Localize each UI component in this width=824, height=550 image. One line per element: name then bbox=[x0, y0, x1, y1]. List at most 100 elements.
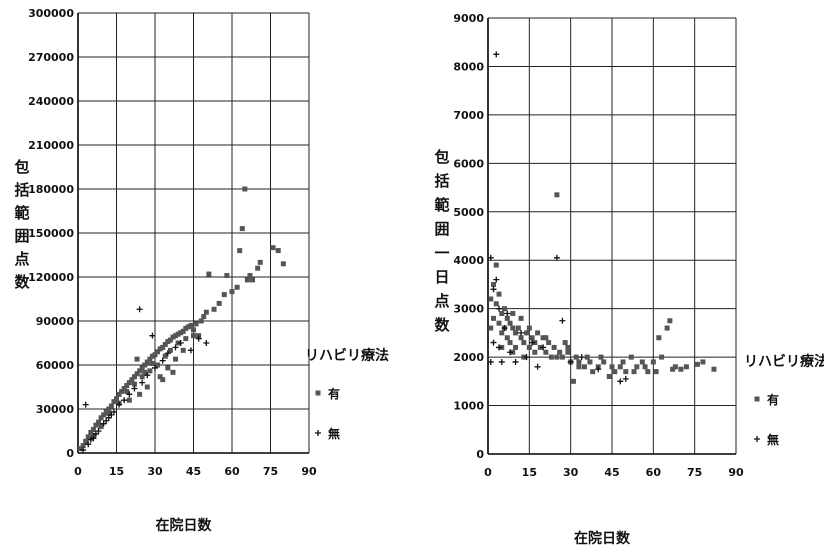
data-point-square bbox=[280, 261, 286, 267]
data-point-square bbox=[201, 314, 207, 320]
data-point-square bbox=[116, 391, 122, 397]
data-point-square bbox=[270, 245, 276, 251]
data-point-plus bbox=[80, 447, 87, 454]
data-point-square bbox=[510, 311, 516, 317]
data-point-square bbox=[139, 374, 145, 380]
y-tick-label: 0 bbox=[476, 448, 484, 461]
x-tick-label: 60 bbox=[646, 466, 662, 479]
data-point-square bbox=[496, 291, 502, 297]
data-point-plus bbox=[540, 344, 547, 351]
data-point-square bbox=[137, 391, 143, 397]
data-point-square bbox=[645, 369, 651, 375]
y-axis-label-char: 数 bbox=[434, 316, 450, 334]
data-point-square bbox=[570, 378, 576, 384]
data-point-square bbox=[507, 320, 513, 326]
data-point-square bbox=[242, 186, 248, 192]
data-point-square bbox=[224, 273, 230, 279]
data-point-plus bbox=[534, 363, 541, 370]
data-point-plus bbox=[493, 51, 500, 58]
x-tick-label: 90 bbox=[728, 466, 744, 479]
legend-marker-square bbox=[754, 396, 760, 402]
y-tick-label: 6000 bbox=[453, 157, 484, 170]
data-point-square bbox=[642, 364, 648, 370]
data-point-square bbox=[160, 344, 166, 350]
x-axis-label: 在院日数 bbox=[574, 530, 631, 547]
data-point-square bbox=[554, 354, 560, 360]
data-point-square bbox=[108, 403, 114, 409]
data-point-square bbox=[554, 192, 560, 198]
data-point-square bbox=[700, 359, 706, 365]
data-point-square bbox=[488, 325, 494, 331]
data-point-square bbox=[491, 315, 497, 321]
data-point-square bbox=[152, 352, 158, 358]
y-axis-label-char: 範 bbox=[14, 204, 29, 222]
data-point-square bbox=[499, 311, 505, 317]
data-point-plus bbox=[85, 441, 92, 448]
data-point-square bbox=[170, 334, 176, 340]
data-point-square bbox=[565, 344, 571, 350]
x-tick-label: 0 bbox=[74, 465, 82, 478]
y-tick-label: 150000 bbox=[28, 227, 74, 240]
data-point-square bbox=[106, 410, 112, 416]
data-point-square bbox=[678, 366, 684, 372]
y-tick-label: 9000 bbox=[453, 12, 484, 25]
data-point-square bbox=[623, 369, 629, 375]
data-point-square bbox=[656, 335, 662, 341]
y-tick-label: 180000 bbox=[28, 183, 74, 196]
y-axis-label-char: 囲 bbox=[14, 227, 29, 245]
data-point-square bbox=[129, 377, 135, 383]
x-tick-label: 15 bbox=[522, 466, 537, 479]
x-tick-label: 90 bbox=[301, 465, 317, 478]
y-tick-label: 90000 bbox=[36, 315, 75, 328]
data-point-square bbox=[124, 383, 130, 389]
data-point-square bbox=[670, 366, 676, 372]
data-point-square bbox=[167, 347, 173, 353]
data-point-plus bbox=[172, 344, 179, 351]
x-tick-label: 45 bbox=[186, 465, 201, 478]
data-point-plus bbox=[195, 335, 202, 342]
data-point-square bbox=[183, 325, 189, 331]
y-tick-label: 120000 bbox=[28, 271, 74, 284]
data-point-square bbox=[543, 349, 549, 355]
y-tick-label: 270000 bbox=[28, 51, 74, 64]
series-有 bbox=[488, 192, 717, 384]
data-point-square bbox=[193, 321, 199, 327]
data-point-square bbox=[244, 277, 250, 283]
data-point-square bbox=[134, 356, 140, 362]
data-point-plus bbox=[149, 332, 156, 339]
data-point-square bbox=[137, 368, 143, 374]
data-point-square bbox=[170, 369, 176, 375]
data-point-square bbox=[88, 429, 94, 435]
data-point-square bbox=[513, 330, 519, 336]
data-point-square bbox=[576, 359, 582, 365]
data-point-square bbox=[216, 300, 222, 306]
data-point-square bbox=[672, 364, 678, 370]
data-point-square bbox=[499, 330, 505, 336]
x-tick-label: 15 bbox=[109, 465, 124, 478]
data-point-square bbox=[650, 359, 656, 365]
data-point-square bbox=[147, 368, 153, 374]
chart-1: 0 30000 60000 90000 120000 150000 180000 210000… bbox=[14, 7, 389, 534]
data-point-square bbox=[131, 381, 137, 387]
data-point-square bbox=[683, 364, 689, 370]
legend-entry-label: 無 bbox=[767, 432, 779, 447]
data-point-square bbox=[504, 315, 510, 321]
data-point-square bbox=[234, 284, 240, 290]
data-point-square bbox=[504, 335, 510, 341]
data-point-square bbox=[653, 369, 659, 375]
data-point-square bbox=[126, 380, 132, 386]
data-point-plus bbox=[490, 339, 497, 346]
x-tick-label: 60 bbox=[224, 465, 240, 478]
y-tick-label: 8000 bbox=[453, 60, 484, 73]
data-point-square bbox=[521, 340, 527, 346]
data-point-square bbox=[532, 349, 538, 355]
data-point-square bbox=[573, 354, 579, 360]
data-point-square bbox=[142, 369, 148, 375]
data-point-square bbox=[535, 330, 541, 336]
y-axis-label-char: 括 bbox=[434, 172, 449, 190]
x-tick-label: 45 bbox=[604, 466, 619, 479]
x-axis-label: 在院日数 bbox=[156, 517, 213, 534]
data-point-square bbox=[185, 324, 191, 330]
data-point-square bbox=[178, 330, 184, 336]
